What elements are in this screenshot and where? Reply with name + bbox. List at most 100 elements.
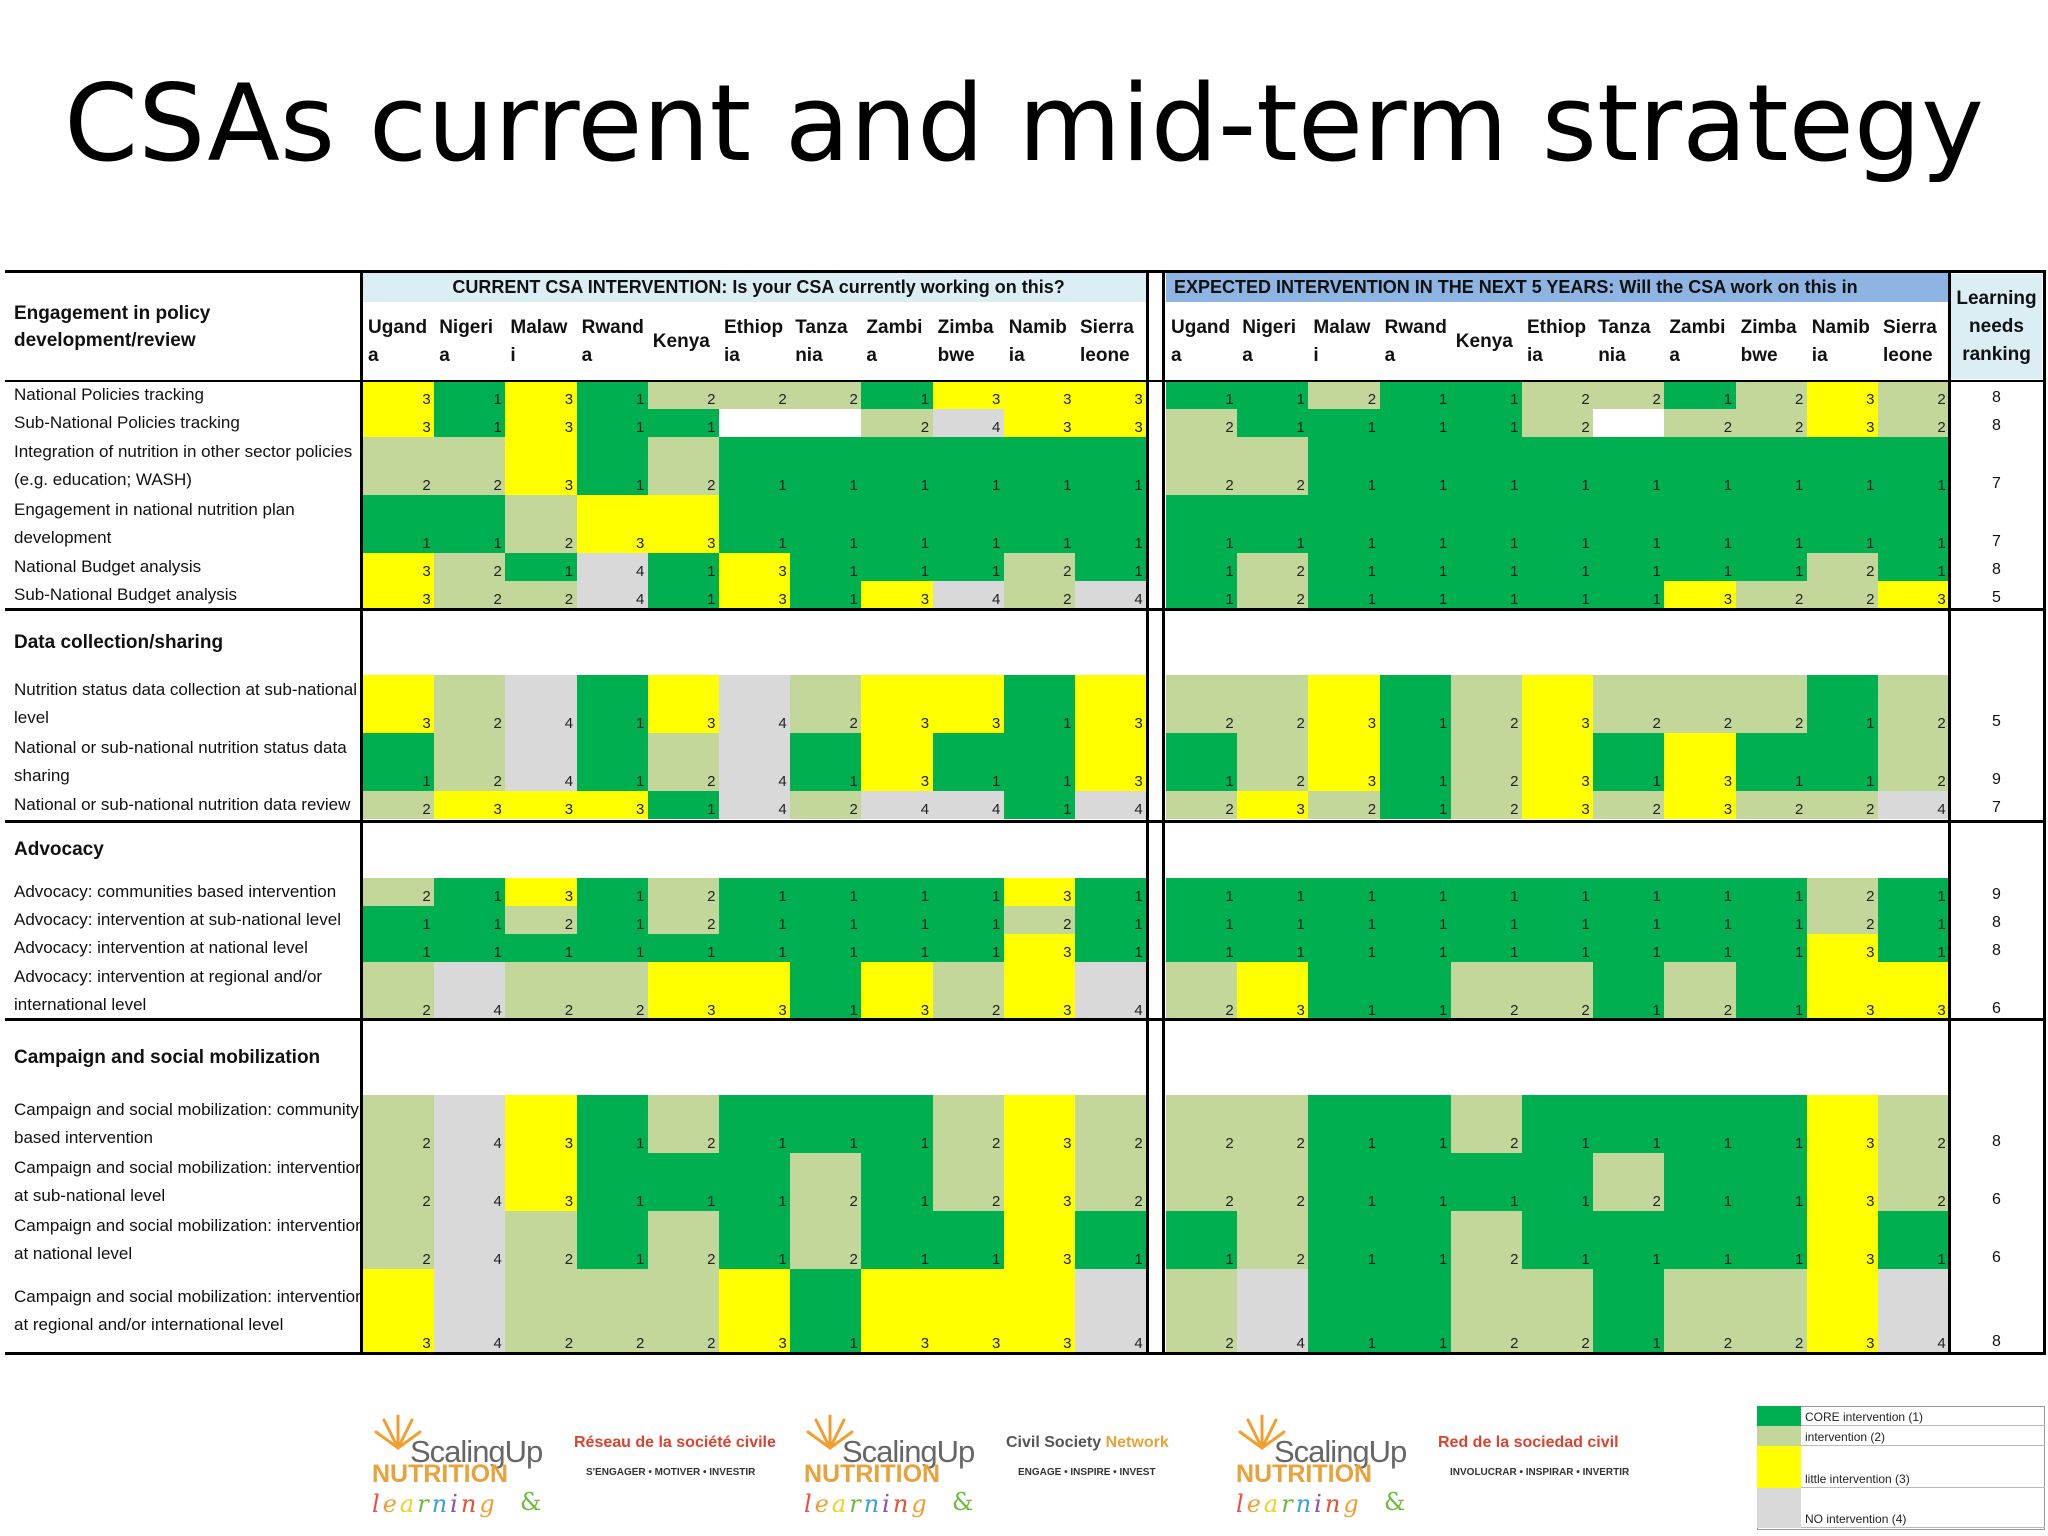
- score-cell-current: 1: [861, 1095, 934, 1153]
- score-cell-expected: 3: [1664, 791, 1737, 819]
- score-cell-current: 1: [505, 553, 578, 581]
- score-cell-expected: 1: [1522, 1095, 1594, 1153]
- score-cell-expected: 1: [1806, 437, 1879, 495]
- row-label: National or sub-national nutrition data …: [5, 791, 362, 819]
- score-cell-expected: 1: [1379, 437, 1452, 495]
- country-name: Malaw: [510, 316, 568, 338]
- logo-tagline: ENGAGE • INSPIRE • INVEST: [1018, 1467, 1156, 1478]
- score-cell-expected: 2: [1237, 1153, 1309, 1211]
- score-cell-expected: 2: [1664, 962, 1737, 1020]
- score-cell-current: 4: [719, 675, 791, 733]
- score-cell-expected: 2: [1450, 1095, 1523, 1153]
- logo-nutrition: NUTRITION: [372, 1460, 509, 1488]
- row-label: Advocacy: intervention at national level: [5, 934, 362, 962]
- score-cell-current: 1: [363, 934, 435, 962]
- score-cell-current: 3: [363, 581, 435, 609]
- row-label-line: development: [14, 528, 112, 547]
- score-cell-expected: 1: [1379, 1153, 1452, 1211]
- score-cell-expected: 2: [1450, 1211, 1523, 1269]
- score-cell-current: 1: [861, 934, 934, 962]
- score-cell-expected: 1: [1450, 906, 1523, 934]
- score-cell-expected: 3: [1522, 675, 1594, 733]
- score-cell-current: 1: [434, 495, 506, 553]
- score-cell-expected: 1: [1450, 437, 1523, 495]
- score-cell-current: 1: [576, 437, 649, 495]
- score-cell-expected: 2: [1237, 733, 1309, 791]
- score-cell-expected: 1: [1878, 906, 1950, 934]
- learning-rank-cell: 8: [1992, 417, 2001, 434]
- score-cell-expected: 1: [1379, 1269, 1452, 1353]
- row-label-line: Campaign and social mobilization: interv…: [14, 1287, 362, 1306]
- country-header-current: Ethiop ia: [719, 302, 790, 381]
- score-cell-current: [719, 409, 791, 437]
- score-cell-current: 2: [647, 878, 720, 906]
- score-cell-expected: 1: [1522, 1153, 1594, 1211]
- learning-rank-cell: 9: [1992, 771, 2001, 788]
- country-name-cont: nia: [795, 344, 823, 366]
- score-cell-expected: 2: [1308, 381, 1381, 409]
- score-cell-expected: 1: [1878, 934, 1950, 962]
- legend: CORE intervention (1) intervention (2) lit…: [1757, 1406, 2045, 1530]
- score-cell-current: 1: [861, 553, 934, 581]
- expected-intervention-header: EXPECTED INTERVENTION IN THE NEXT 5 YEAR…: [1166, 272, 1948, 302]
- score-cell-expected: 4: [1237, 1269, 1309, 1353]
- country-name: Rwand: [1384, 316, 1447, 338]
- score-cell-expected: 3: [1806, 934, 1879, 962]
- score-cell-current: 1: [790, 934, 862, 962]
- score-cell-expected: 1: [1237, 381, 1309, 409]
- score-cell-expected: 2: [1878, 733, 1950, 791]
- scaling-up-nutrition-logo: ScalingUp NUTRITION learning & Red de la soc…: [1234, 1410, 1654, 1522]
- legend-swatch: [1757, 1488, 1801, 1528]
- score-cell-current: 3: [861, 675, 934, 733]
- score-cell-expected: 1: [1379, 962, 1452, 1020]
- score-cell-expected: 2: [1237, 1211, 1309, 1269]
- score-cell-current: 2: [790, 381, 862, 409]
- score-cell-current: 1: [861, 1211, 934, 1269]
- score-cell-current: 2: [1003, 553, 1076, 581]
- score-cell-current: 4: [1075, 581, 1147, 609]
- score-cell-current: 1: [363, 906, 435, 934]
- score-cell-expected: 1: [1664, 906, 1737, 934]
- score-cell-current: 1: [434, 381, 506, 409]
- score-cell-expected: 1: [1379, 906, 1452, 934]
- legend-item: NO intervention (4): [1757, 1488, 2045, 1528]
- country-header-current: Ugand a: [363, 302, 434, 381]
- score-cell-current: 3: [505, 878, 578, 906]
- row-label: National Budget analysis: [5, 553, 362, 581]
- score-cell-expected: 1: [1735, 962, 1808, 1020]
- score-cell-expected: 1: [1379, 1095, 1452, 1153]
- score-cell-expected: 4: [1878, 1269, 1950, 1353]
- score-cell-current: 3: [1003, 1269, 1076, 1353]
- score-cell-current: 1: [1003, 437, 1076, 495]
- score-cell-current: 1: [434, 409, 506, 437]
- score-cell-expected: 1: [1593, 581, 1665, 609]
- learning-rank-cell: 5: [1992, 713, 2001, 730]
- table-right-border: [2043, 270, 2046, 1355]
- score-cell-expected: 3: [1664, 581, 1737, 609]
- score-cell-current: 3: [719, 962, 791, 1020]
- score-cell-current: 3: [1003, 962, 1076, 1020]
- score-cell-current: 3: [505, 1095, 578, 1153]
- country-header-expected: Malaw i: [1308, 302, 1379, 381]
- learning-rank-cell: 6: [1992, 1000, 2001, 1017]
- score-cell-expected: 1: [1878, 553, 1950, 581]
- score-cell-current: 3: [719, 553, 791, 581]
- score-cell-expected: 1: [1308, 878, 1381, 906]
- score-cell-expected: 1: [1379, 675, 1452, 733]
- score-cell-current: 2: [647, 1211, 720, 1269]
- score-cell-expected: 3: [1806, 1095, 1879, 1153]
- score-cell-current: 2: [1075, 1095, 1147, 1153]
- legend-swatch: [1757, 1406, 1801, 1426]
- table-top-border: [5, 270, 2045, 273]
- score-cell-expected: 1: [1308, 409, 1381, 437]
- score-cell-current: 3: [1003, 381, 1076, 409]
- score-cell-expected: 1: [1166, 1211, 1238, 1269]
- score-cell-current: 1: [1075, 1211, 1147, 1269]
- score-cell-current: 2: [363, 1095, 435, 1153]
- learning-rank-cell: 6: [1992, 1249, 2001, 1266]
- score-cell-expected: 1: [1308, 1211, 1381, 1269]
- score-cell-current: 4: [576, 553, 649, 581]
- score-cell-expected: 1: [1806, 733, 1879, 791]
- score-cell-current: 2: [647, 733, 720, 791]
- score-cell-current: 1: [576, 733, 649, 791]
